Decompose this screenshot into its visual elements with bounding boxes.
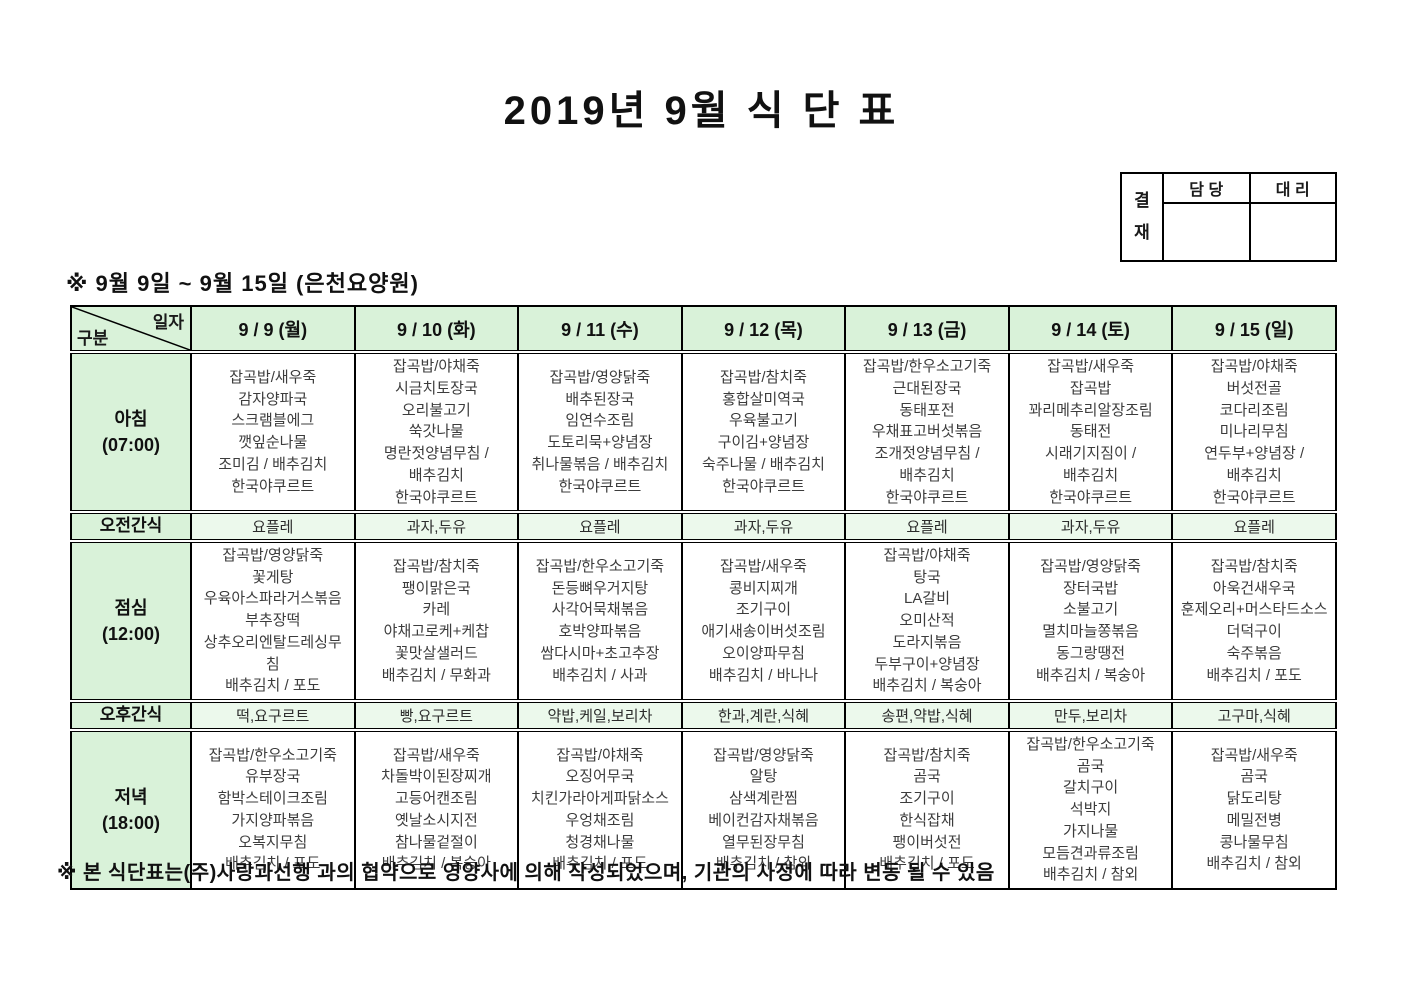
meal-cell: 잡곡밥/참치죽 홍합살미역국 우육불고기 구이김+양념장 숙주나물 / 배추김치… (680, 350, 847, 514)
breakfast-row: 아침 (07:00) 잡곡밥/새우죽 감자양파국 스크램블에그 깻잎순나물 조미… (70, 350, 1337, 514)
meal-cell: 잡곡밥/새우죽 콩비지찌개 조기구이 애기새송이버섯조림 오이양파무침 배추김치… (680, 539, 847, 703)
snack-cell: 과자,두유 (353, 510, 520, 543)
snack-cell: 과자,두유 (1007, 510, 1174, 543)
meal-cell: 잡곡밥/야채죽 시금치토장국 오리불고기 쑥갓나물 명란젓양념무침 / 배추김치… (353, 350, 520, 514)
approval-col-damdang: 담 당 (1162, 172, 1251, 204)
meal-cell: 잡곡밥/새우죽 잡곡밥 꽈리메추리알장조림 동태전 시래기지짐이 / 배추김치 … (1007, 350, 1174, 514)
lunch-row: 점심 (12:00) 잡곡밥/영양닭죽 꽃게탕 우육아스파라거스볶음 부추장떡 … (70, 539, 1337, 703)
week-range-title: ※ 9월 9일 ~ 9월 15일 (은천요양원) (66, 271, 419, 296)
corner-header-cell: 일자 구분 (70, 305, 192, 354)
approval-label-cell: 결재 (1120, 172, 1164, 262)
diagonal-divider (72, 307, 190, 350)
snack-cell: 요플레 (190, 510, 356, 543)
row-label-morning-snack: 오전간식 (70, 510, 192, 543)
meal-cell: 잡곡밥/한우소고기죽 돈등뼈우거지탕 사각어묵채볶음 호박양파볶음 쌈다시마+초… (517, 539, 683, 703)
snack-cell: 약밥,케일,보리차 (517, 699, 683, 732)
snack-cell: 과자,두유 (680, 510, 847, 543)
approval-box: 결재 담 당 대 리 (1120, 172, 1337, 262)
footnote: ※ 본 식단표는(주)사랑과선행 과의 협약으로 영양사에 의해 작성되었으며,… (57, 862, 995, 884)
snack-cell: 만두,보리차 (1007, 699, 1174, 732)
meal-cell: 잡곡밥/참치죽 곰국 조기구이 한식잡채 팽이버섯전 배추김치 / 포도 (844, 728, 1010, 891)
approval-signature-cell (1248, 202, 1337, 262)
day-header-sun: 9 / 15 (일) (1171, 305, 1337, 354)
corner-label-category: 구분 (77, 329, 109, 348)
day-header-wed: 9 / 11 (수) (517, 305, 683, 354)
meal-cell: 잡곡밥/새우죽 감자양파국 스크램블에그 깻잎순나물 조미김 / 배추김치 한국… (190, 350, 356, 514)
day-header-sat: 9 / 14 (토) (1007, 305, 1174, 354)
meal-cell: 잡곡밥/새우죽 곰국 닭도리탕 메밀전병 콩나물무침 배추김치 / 참외 (1171, 728, 1337, 891)
day-header-fri: 9 / 13 (금) (844, 305, 1010, 354)
table-header-row: 일자 구분 9 / 9 (월) 9 / 10 (화) 9 / 11 (수) 9 … (70, 305, 1337, 354)
dinner-row: 저녁 (18:00) 잡곡밥/한우소고기죽 유부장국 함박스테이크조림 가지양파… (70, 728, 1337, 891)
snack-cell: 고구마,식혜 (1171, 699, 1337, 732)
day-header-tue: 9 / 10 (화) (353, 305, 520, 354)
meal-cell: 잡곡밥/한우소고기죽 유부장국 함박스테이크조림 가지양파볶음 오복지무침 배추… (190, 728, 356, 891)
row-label-breakfast: 아침 (07:00) (70, 350, 192, 514)
meal-cell: 잡곡밥/야채죽 오징어무국 치킨가라아게파닭소스 우엉채조림 청경채나물 배추김… (517, 728, 683, 891)
meal-cell: 잡곡밥/영양닭죽 알탕 삼색계란찜 베이컨감자채볶음 열무된장무침 배추김치 /… (680, 728, 847, 891)
snack-cell: 빵,요구르트 (353, 699, 520, 732)
meal-cell: 잡곡밥/한우소고기죽 근대된장국 동태포전 우채표고버섯볶음 조개젓양념무침 /… (844, 350, 1010, 514)
meal-cell: 잡곡밥/참치죽 아욱건새우국 훈제오리+머스타드소스 더덕구이 숙주볶음 배추김… (1171, 539, 1337, 703)
morning-snack-row: 오전간식 요플레 과자,두유 요플레 과자,두유 요플레 과자,두유 요플레 (70, 510, 1337, 543)
meal-plan-table: 일자 구분 9 / 9 (월) 9 / 10 (화) 9 / 11 (수) 9 … (70, 305, 1337, 891)
meal-cell: 잡곡밥/한우소고기죽 곰국 갈치구이 석박지 가지나물 모듬견과류조림 배추김치… (1007, 728, 1174, 891)
row-label-afternoon-snack: 오후간식 (70, 699, 192, 732)
afternoon-snack-row: 오후간식 떡,요구르트 빵,요구르트 약밥,케일,보리차 한과,계란,식혜 송편… (70, 699, 1337, 732)
snack-cell: 떡,요구르트 (190, 699, 356, 732)
meal-cell: 잡곡밥/야채죽 버섯전골 코다리조림 미나리무침 연두부+양념장 / 배추김치 … (1171, 350, 1337, 514)
row-label-dinner: 저녁 (18:00) (70, 728, 192, 891)
approval-label: 결재 (1134, 190, 1150, 242)
day-header-mon: 9 / 9 (월) (190, 305, 356, 354)
day-header-thu: 9 / 12 (목) (680, 305, 847, 354)
meal-cell: 잡곡밥/새우죽 차돌박이된장찌개 고등어캔조림 옛날소시지전 참나물겉절이 배추… (353, 728, 520, 891)
approval-signature-cell (1162, 202, 1251, 262)
row-label-lunch: 점심 (12:00) (70, 539, 192, 703)
meal-cell: 잡곡밥/영양닭죽 장터국밥 소불고기 멸치마늘쫑볶음 동그랑땡전 배추김치 / … (1007, 539, 1174, 703)
meal-cell: 잡곡밥/야채죽 탕국 LA갈비 오미산적 도라지볶음 두부구이+양념장 배추김치… (844, 539, 1010, 703)
page-title: 2019년 9월 식 단 표 (503, 89, 900, 133)
meal-cell: 잡곡밥/참치죽 팽이맑은국 카레 야채고로케+케찹 꽃맛살샐러드 배추김치 / … (353, 539, 520, 703)
meal-cell: 잡곡밥/영양닭죽 배추된장국 임연수조림 도토리묵+양념장 취나물볶음 / 배추… (517, 350, 683, 514)
snack-cell: 요플레 (844, 510, 1010, 543)
snack-cell: 한과,계란,식혜 (680, 699, 847, 732)
corner-label-date: 일자 (152, 313, 184, 332)
snack-cell: 송편,약밥,식혜 (844, 699, 1010, 732)
meal-cell: 잡곡밥/영양닭죽 꽃게탕 우육아스파라거스볶음 부추장떡 상추오리엔탈드레싱무 … (190, 539, 356, 703)
snack-cell: 요플레 (517, 510, 683, 543)
snack-cell: 요플레 (1171, 510, 1337, 543)
approval-col-daeri: 대 리 (1248, 172, 1337, 204)
